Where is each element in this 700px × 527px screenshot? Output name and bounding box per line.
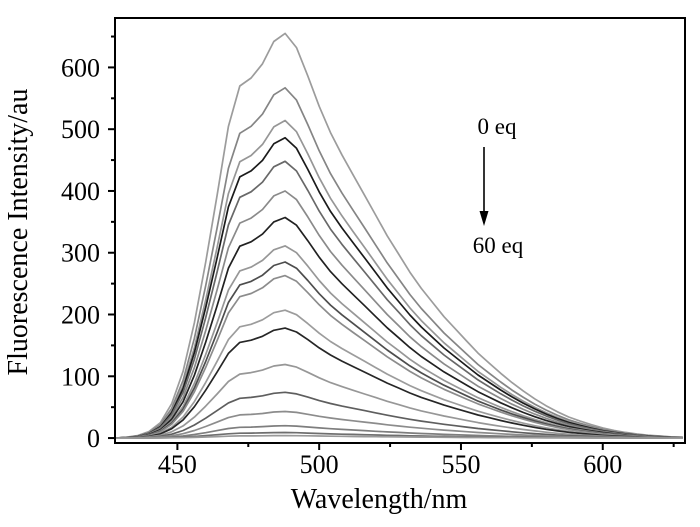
x-tick-label: 550 (441, 450, 480, 479)
y-tick-label: 200 (61, 301, 100, 330)
axis-tick-labels: 450 500 550 600 0 100 200 300 400 500 600 (61, 53, 622, 479)
axis-ticks (108, 35, 675, 450)
spectrum-curve (114, 86, 684, 439)
y-axis-title: Fluorescence Intensity/au (3, 89, 34, 376)
y-tick-label: 600 (61, 53, 100, 82)
y-tick-label: 300 (61, 239, 100, 268)
annotation-end-label: 60 eq (473, 233, 524, 258)
spectrum-curve (114, 160, 684, 439)
annotation-start-label: 0 eq (478, 114, 517, 139)
y-tick-label: 0 (87, 424, 100, 453)
spectrum-curve (114, 274, 684, 439)
y-tick-label: 400 (61, 177, 100, 206)
x-tick-label: 450 (158, 450, 197, 479)
titration-arrow (479, 147, 489, 226)
spectrum-curve (114, 245, 684, 439)
y-tick-label: 100 (61, 362, 100, 391)
x-axis-title: Wavelength/nm (291, 484, 468, 515)
spectrum-curve (114, 327, 684, 439)
spectrum-curve (114, 216, 684, 439)
spectrum-curve (114, 434, 684, 439)
spectrum-curve (114, 363, 684, 439)
spectrum-curve (114, 190, 684, 439)
plot-frame (114, 17, 686, 444)
spectrum-curve (114, 32, 684, 439)
spectra-curves (114, 32, 684, 439)
x-tick-label: 500 (300, 450, 339, 479)
x-tick-label: 600 (583, 450, 622, 479)
y-tick-label: 500 (61, 115, 100, 144)
